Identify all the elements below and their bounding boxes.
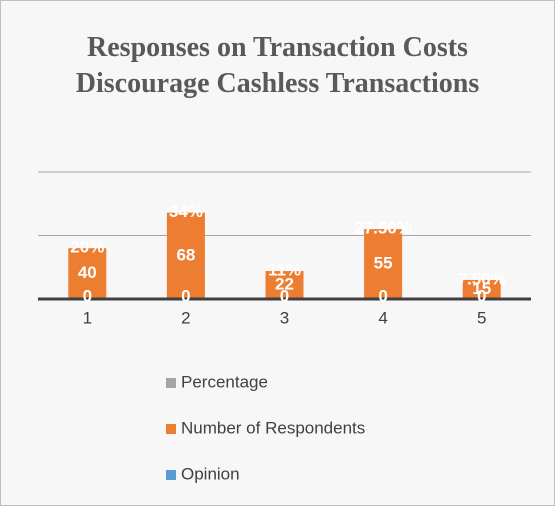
bar — [364, 229, 403, 299]
legend-label: Opinion — [181, 464, 240, 483]
data-label: 0 — [83, 286, 92, 305]
bar — [166, 212, 205, 299]
data-label: 0 — [477, 286, 486, 305]
legend-swatch — [166, 378, 176, 388]
x-tick-label: 5 — [477, 308, 486, 327]
legend-swatch — [166, 470, 176, 480]
bar — [462, 279, 501, 299]
data-label: 11% — [268, 261, 301, 280]
x-tick-label: 2 — [181, 308, 190, 327]
data-label: 40 — [78, 263, 97, 282]
data-label: 15 — [472, 279, 491, 298]
data-label: 22 — [275, 275, 294, 294]
x-tick-label: 1 — [83, 308, 92, 327]
data-label: 27.50% — [354, 219, 412, 238]
legend-label: Percentage — [181, 372, 268, 391]
data-label: 68 — [176, 245, 195, 264]
data-label: 7.50% — [458, 269, 506, 288]
data-label: 34% — [169, 202, 203, 221]
legend-label: Number of Respondents — [181, 418, 365, 437]
chart-title: Responses on Transaction Costs Discourag… — [75, 32, 480, 99]
data-label: 20% — [70, 238, 104, 257]
legend-swatch — [166, 424, 176, 434]
bar — [68, 248, 107, 299]
data-label: 55 — [374, 254, 393, 273]
data-label: 0 — [280, 286, 289, 305]
bar — [265, 271, 304, 299]
x-tick-label: 3 — [280, 308, 289, 327]
data-label: 0 — [378, 286, 387, 305]
x-tick-label: 4 — [378, 308, 387, 327]
data-label: 0 — [181, 286, 190, 305]
